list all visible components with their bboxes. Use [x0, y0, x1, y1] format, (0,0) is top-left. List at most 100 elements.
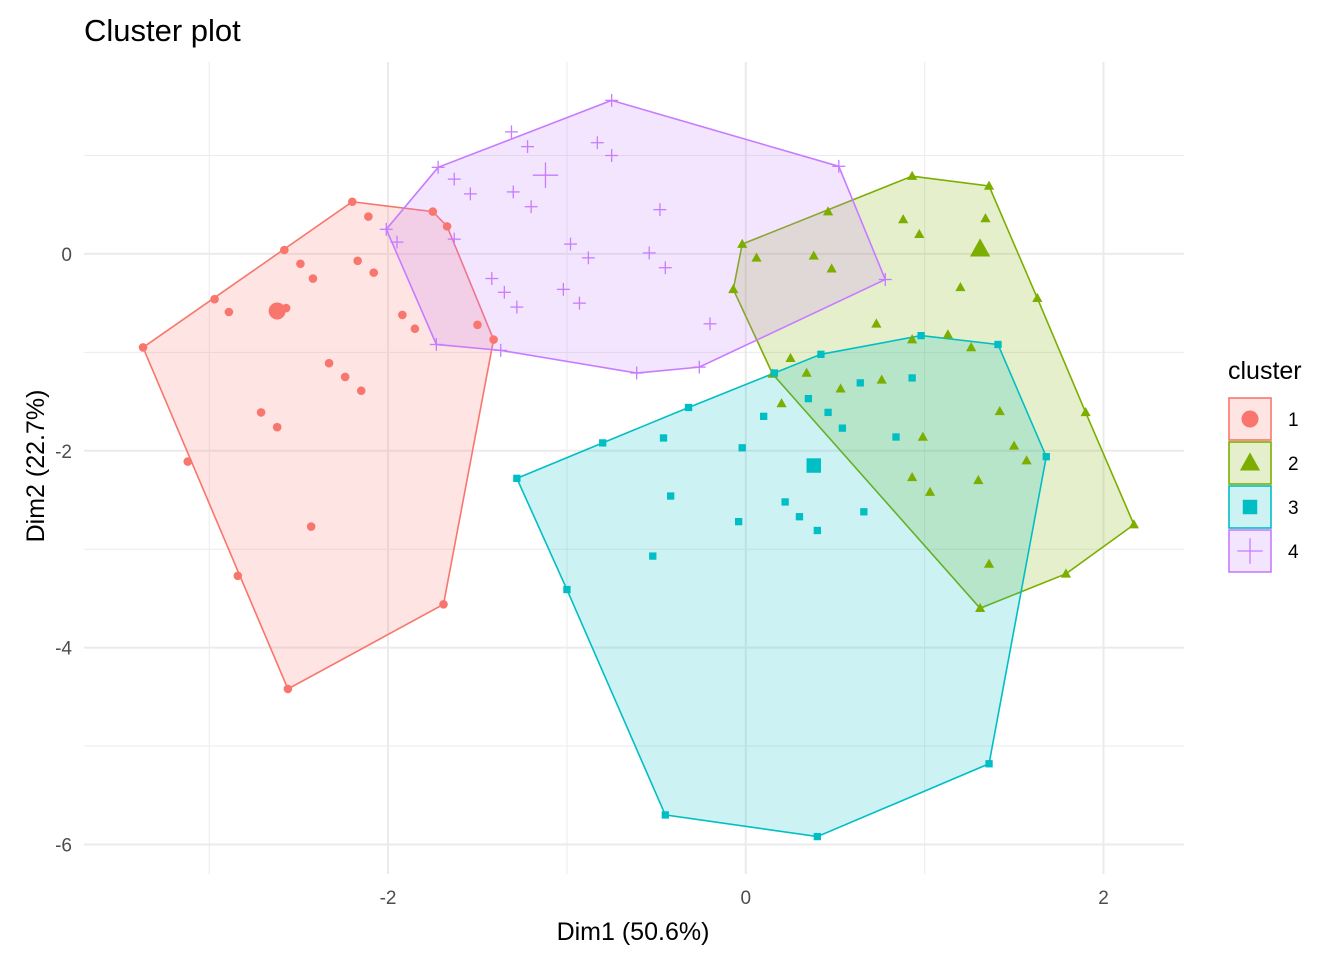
grid-lines [84, 62, 1184, 874]
x-axis-ticks: -2 0 2 [380, 888, 1109, 909]
cluster-3-point [738, 444, 746, 452]
cluster-2-point [876, 374, 887, 384]
cluster-2-point [801, 367, 812, 377]
cluster-3-point [795, 513, 804, 521]
cluster-4-point [692, 360, 706, 374]
cluster-4-centroid [532, 162, 559, 188]
cluster-3-point [599, 439, 607, 447]
cluster-4-point [390, 235, 404, 249]
cluster-4-point [653, 203, 667, 217]
legend-label-2: 2 [1288, 454, 1299, 475]
cluster-hulls [142, 99, 1135, 838]
cluster-4-point [447, 172, 461, 186]
cluster-2-point [980, 213, 991, 223]
cluster-2-point [826, 263, 837, 273]
cluster-1-point [283, 684, 293, 694]
x-tick-label: 2 [1098, 888, 1109, 909]
cluster-3-point [892, 433, 900, 441]
cluster-2-point [776, 398, 787, 408]
cluster-2-point [808, 250, 819, 260]
cluster-4-point [506, 185, 520, 199]
cluster-1-point [324, 358, 334, 368]
cluster-4-point [581, 251, 595, 265]
cluster-centroids [268, 162, 991, 473]
cluster-3-point [1042, 453, 1050, 461]
cluster-2-point [973, 474, 984, 485]
cluster-4-point [878, 273, 892, 286]
cluster-4-point [572, 296, 586, 310]
cluster-1-point [439, 600, 448, 609]
cluster-2-point [898, 214, 909, 224]
cluster-2-centroid [970, 238, 991, 257]
y-tick-label: -6 [55, 835, 72, 856]
legend-marker-1 [1241, 410, 1259, 428]
legend-marker-2 [1239, 452, 1261, 471]
cluster-3-point [917, 331, 925, 340]
cluster-4-point [429, 338, 443, 351]
cluster-1-point [428, 207, 438, 216]
cluster-3-point [649, 552, 657, 560]
cluster-1-point [272, 422, 282, 432]
legend: cluster 1 2 3 4 [1228, 357, 1302, 573]
cluster-1-point [353, 256, 362, 266]
cluster-4-point [524, 200, 538, 214]
cluster-1-point [340, 372, 350, 382]
cluster-2-point [974, 602, 986, 613]
cluster-2-point [1008, 440, 1020, 450]
cluster-4-point [564, 237, 577, 251]
legend-label-3: 3 [1288, 498, 1299, 519]
x-tick-label: 0 [740, 888, 751, 909]
cluster-2-point [785, 352, 796, 363]
cluster-2-point [942, 329, 954, 339]
cluster-4-point [642, 246, 656, 260]
legend-title: cluster [1228, 357, 1302, 385]
cluster-4-point [630, 366, 644, 380]
cluster-3-centroid [806, 458, 821, 473]
cluster-2-point [924, 486, 936, 496]
cluster-1-point [256, 408, 266, 417]
cluster-2-point [955, 282, 966, 292]
cluster-1-point [473, 320, 482, 330]
cluster-3-point [684, 403, 693, 412]
cluster-3-point [817, 350, 825, 358]
cluster-2-point [1128, 519, 1140, 529]
cluster-4-point [658, 261, 672, 275]
cluster-4-point [447, 232, 461, 246]
cluster-1-point [306, 522, 316, 531]
cluster-4-point [703, 317, 717, 331]
cluster-2-point [1080, 407, 1091, 417]
x-tick-label: -2 [380, 888, 397, 909]
cluster-3-point [734, 517, 743, 526]
cluster-1-point [233, 571, 243, 581]
cluster-3-point [563, 585, 571, 594]
cluster-2-point [751, 252, 762, 262]
cluster-3-point [813, 526, 821, 535]
cluster-3-point [985, 760, 993, 768]
y-axis-title: Dim2 (22.7%) [22, 390, 50, 543]
cluster-3-hull [515, 334, 1048, 838]
cluster-3-point [659, 434, 668, 442]
cluster-1-point [489, 335, 498, 344]
cluster-2-point [1060, 568, 1072, 578]
cluster-2-point [917, 431, 928, 441]
cluster-1-point [138, 343, 148, 352]
cluster-2-point [914, 228, 925, 239]
y-tick-label: -4 [55, 639, 72, 660]
x-axis-title: Dim1 (50.6%) [557, 918, 710, 946]
cluster-3-point [781, 498, 789, 506]
cluster-2-point [907, 471, 918, 482]
cluster-4-point [832, 159, 846, 173]
cluster-2-point [835, 383, 846, 393]
cluster-3-point [856, 379, 864, 387]
cluster-1-point [369, 268, 379, 277]
cluster-3-point [513, 474, 521, 482]
cluster-3-point [813, 832, 821, 841]
cluster-2-point [728, 283, 739, 294]
cluster-4-point [505, 125, 518, 139]
cluster-3-point [760, 412, 768, 420]
legend-label-1: 1 [1288, 410, 1299, 431]
cluster-2-point [737, 238, 748, 248]
cluster-3-point [661, 811, 669, 819]
cluster-4-point [605, 149, 619, 162]
